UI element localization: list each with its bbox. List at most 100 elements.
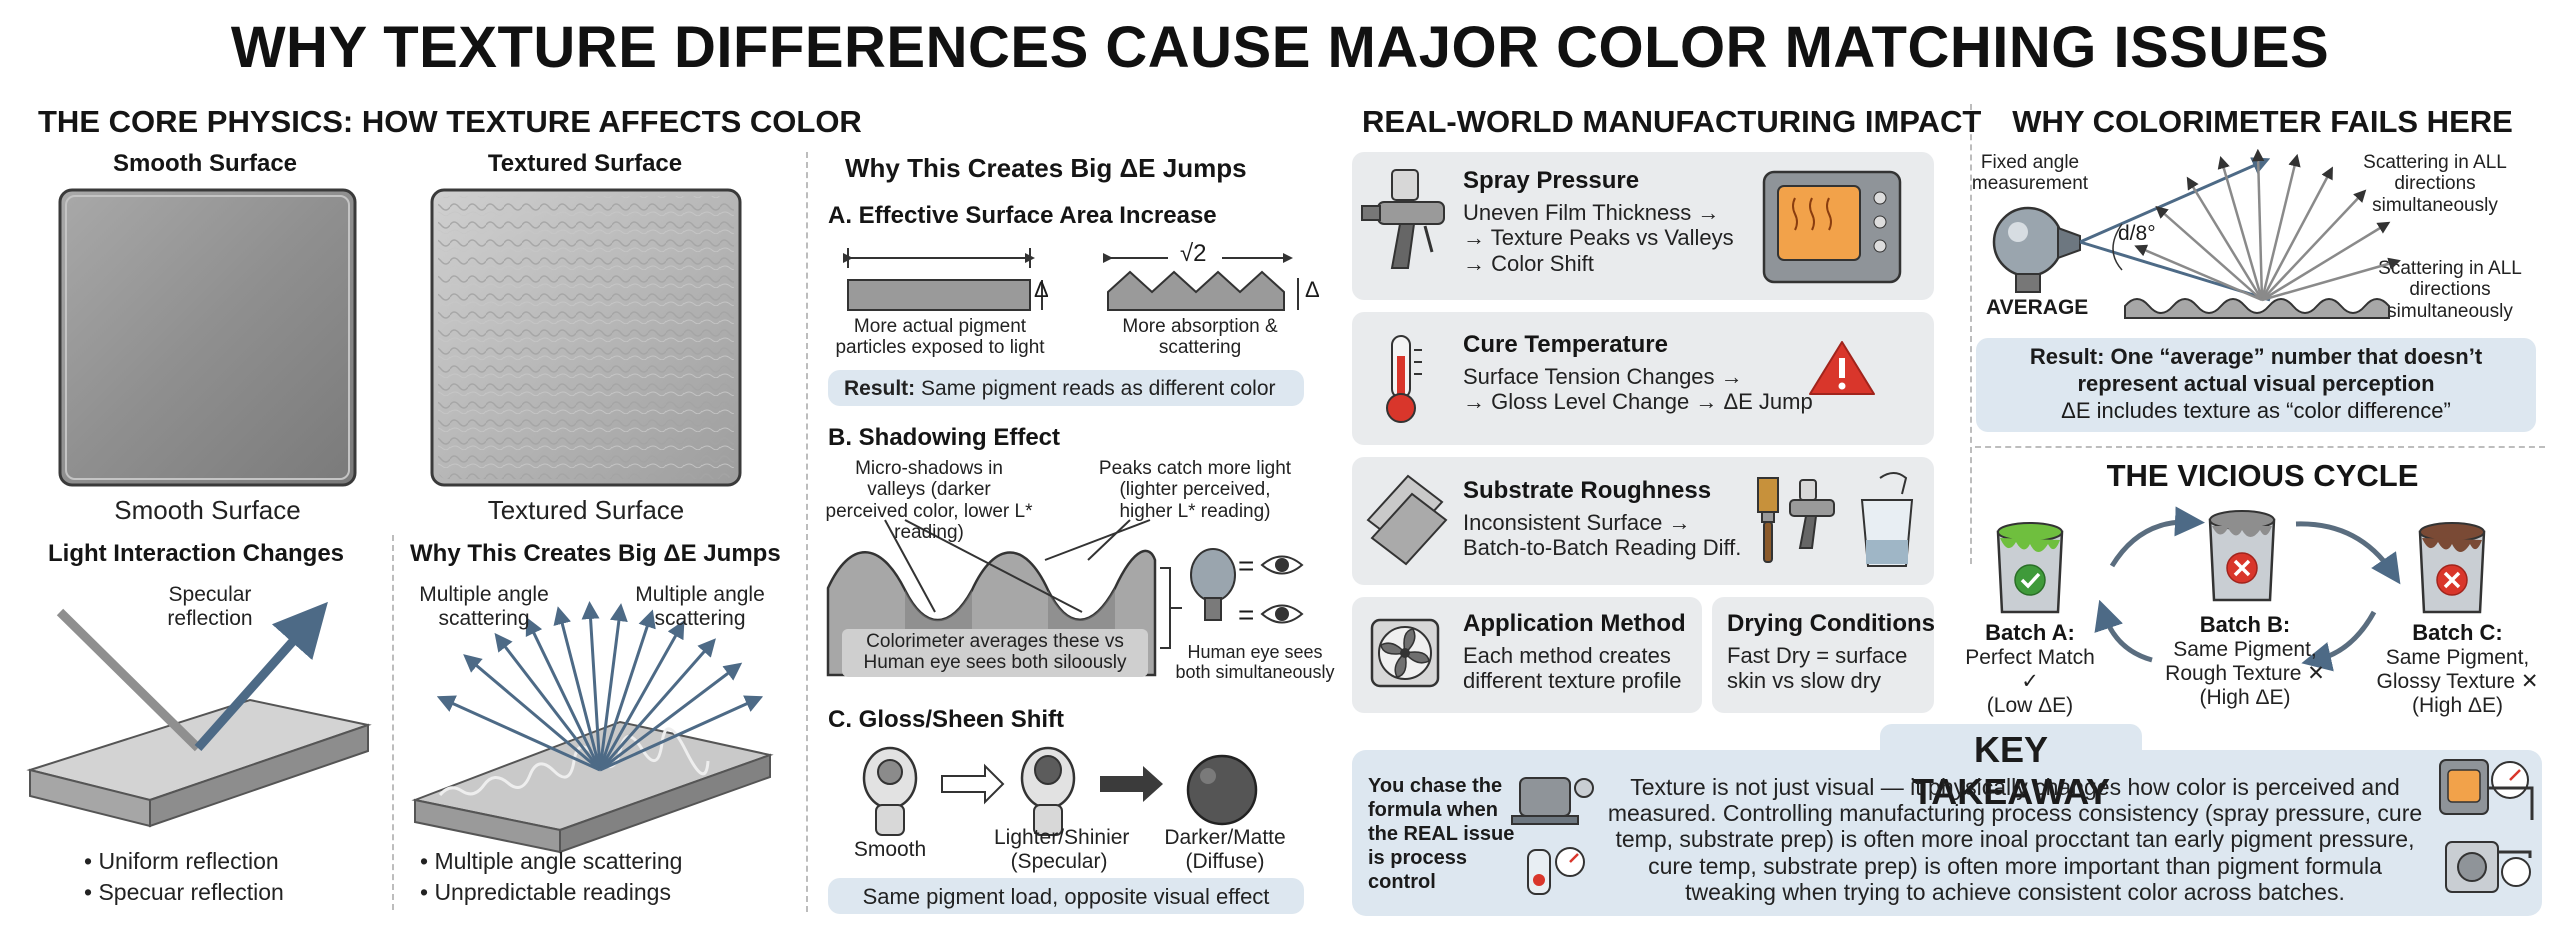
batch-c-line: (High ΔE) (2411, 694, 2504, 718)
why-heading: Why This Creates Big ΔE Jumps (845, 153, 1247, 183)
shadow-right-label: Peaks catch more light (lighter perceive… (1098, 458, 1292, 522)
cure-lines: Surface Tension Changes → → Gloss Level … (1463, 364, 1813, 415)
spray-title: Spray Pressure (1463, 167, 1640, 194)
why-big-delta-heading-left: Why This Creates Big ΔE Jumps (410, 540, 781, 567)
spray-line: → Texture Peaks vs Valleys (1463, 225, 1734, 251)
drying-line: Fast Dry = surface (1727, 643, 1908, 668)
batch-b-line: (High ΔE) (2199, 686, 2291, 710)
gloss-shiny-icon (1020, 746, 1076, 836)
delta-label: Δ (1305, 277, 1320, 302)
substrate-card (1352, 457, 1934, 585)
spray-lines: Uneven Film Thickness → → Texture Peaks … (1463, 200, 1734, 276)
spray-gun-small-icon (1789, 479, 1835, 549)
application-title: Application Method (1463, 610, 1686, 637)
bullet: • Specuar reflection (84, 879, 284, 906)
pump-icon (1511, 777, 1594, 825)
section-b-heading: B. Shadowing Effect (828, 424, 1061, 451)
average-label: AVERAGE (1986, 296, 2089, 319)
result-text: Same pigment reads as different color (921, 377, 1276, 400)
spray-line: → Color Shift (1463, 250, 1594, 276)
batch-a-line: (Low ΔE) (1986, 694, 2074, 718)
column-separator (806, 152, 808, 912)
gloss-note: Same pigment load, opposite visual effec… (862, 884, 1270, 909)
colorimeter-note: Colorimeter averages these vs Human eye … (863, 631, 1127, 674)
result-pill: Result: Same pigment reads as different … (828, 370, 1304, 406)
substrate-plates-icon (1366, 474, 1448, 566)
textured-surface-label: Textured Surface (487, 150, 683, 177)
spray-line: Uneven Film Thickness → (1463, 200, 1720, 225)
bullet: • Multiple angle scattering (420, 848, 683, 874)
batch-b-line: Same Pigment, (2173, 638, 2317, 661)
application-line: Each method creates (1463, 643, 1671, 668)
impact-heading: REAL-WORLD MANUFACTURING IMPACT (1362, 104, 1982, 139)
gloss-smooth-icon (862, 746, 918, 836)
drying-title: Drying Conditions (1727, 610, 1935, 637)
column-separator (392, 535, 394, 910)
smooth-bullets: • Uniform reflection • Specuar reflectio… (84, 846, 284, 908)
smooth-panel (58, 188, 357, 487)
takeaway-side: You chase the formula when the REAL issu… (1368, 775, 1515, 893)
specular-label: Specular reflection (167, 583, 253, 631)
eye-caption: Human eye sees both simultaneously (1175, 642, 1335, 683)
zigzag-caption: More absorption & scattering (1122, 316, 1278, 359)
gloss-smooth-label: Smooth (853, 838, 927, 861)
substrate-lines: Inconsistent Surface → Batch-to-Batch Re… (1463, 510, 1741, 561)
delta-label: Δ (1034, 277, 1049, 302)
flat-caption: More actual pigment particles exposed to… (835, 316, 1045, 359)
light-interaction-heading: Light Interaction Changes (48, 540, 345, 567)
result-bold: Result: (844, 377, 916, 400)
batch-c-line: Glossy Texture ✕ (2376, 670, 2539, 694)
angle-label: d/8° (2118, 222, 2156, 245)
colorimeter-note-box: Colorimeter averages these vs Human eye … (842, 629, 1148, 677)
drying-line: skin vs slow dry (1727, 668, 1882, 694)
gloss-lighter-label: Lighter/Shinier (Specular) (994, 826, 1130, 874)
batch-b-title: Batch B: (2199, 612, 2291, 637)
section-c-heading: C. Gloss/Sheen Shift (828, 706, 1065, 733)
compressor-icon (2445, 841, 2532, 893)
cycle-heading: THE VICIOUS CYCLE (2106, 458, 2419, 493)
batch-b-line: Rough Texture ✕ (2165, 662, 2325, 686)
drying-lines: Fast Dry = surface skin vs slow dry (1727, 643, 1907, 694)
scatter-top-label: Scattering in ALL directions simultaneou… (2363, 152, 2507, 216)
takeaway-heading: KEY TAKEAWAY (1911, 729, 2111, 812)
thermometer-icon (1386, 335, 1422, 423)
textured-bullets: • Multiple angle scattering • Unpredicta… (420, 846, 682, 908)
row-separator (1975, 446, 2545, 448)
smooth-surface-label: Smooth Surface (112, 150, 298, 177)
takeaway-tab (1880, 724, 2142, 774)
fan-icon (1370, 618, 1440, 688)
scatter-label-right: Multiple angle scattering (635, 583, 765, 631)
oven-icon (1762, 170, 1902, 284)
colorimeter-result-line: ΔE includes texture as “color difference… (2061, 397, 2451, 423)
application-lines: Each method creates different texture pr… (1463, 643, 1682, 694)
colorimeter-result-line: represent actual visual perception (2077, 370, 2435, 396)
gloss-note-pill: Same pigment load, opposite visual effec… (828, 878, 1304, 914)
gloss-darker-label: Darker/Matte (Diffuse) (1164, 826, 1286, 874)
smooth-surface-caption: Smooth Surface (114, 495, 301, 525)
batch-c-title: Batch C: (2412, 620, 2503, 645)
textured-surface-caption: Textured Surface (487, 495, 685, 525)
bullet: • Uniform reflection (84, 848, 279, 874)
paint-can-gray-icon (2208, 510, 2276, 602)
batch-c-line: Same Pigment, (2385, 646, 2530, 669)
cure-line: Surface Tension Changes → (1463, 364, 1743, 389)
warning-icon (1809, 341, 1875, 395)
drying-card (1712, 597, 1934, 713)
section-a-heading: A. Effective Surface Area Increase (828, 202, 1217, 229)
brush-icon (1757, 477, 1779, 563)
batch-a-title: Batch A: (1985, 620, 2075, 645)
scatter-mid-label: Scattering in ALL directions simultaneou… (2378, 258, 2522, 322)
cure-line: → Gloss Level Change → ΔE Jump (1463, 389, 1813, 415)
colorimeter-heading: WHY COLORIMETER FAILS HERE (2012, 104, 2513, 139)
shadow-left-label: Micro-shadows in valleys (darker perceiv… (825, 458, 1033, 543)
sqrt-label: √2 (1180, 240, 1207, 267)
page-title: WHY TEXTURE DIFFERENCES CAUSE MAJOR COLO… (230, 15, 2330, 80)
bullet: • Unpredictable readings (420, 879, 671, 906)
scatter-rays (436, 601, 764, 772)
scatter-label-left: Multiple angle scattering (419, 583, 549, 631)
